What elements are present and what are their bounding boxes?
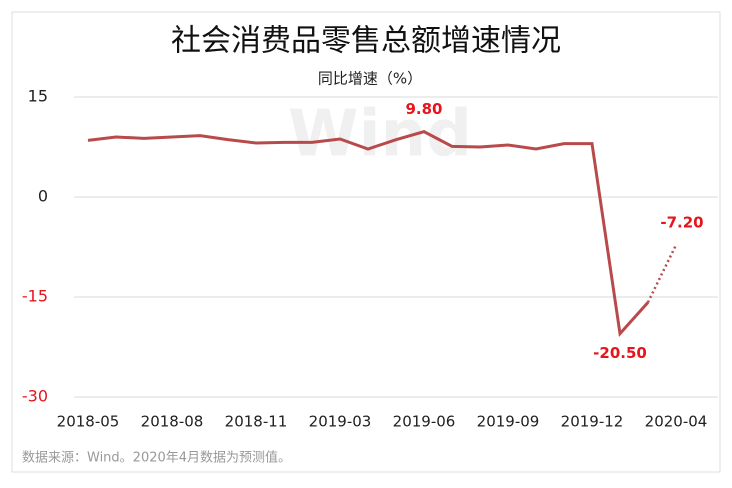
y-tick-label: 15 xyxy=(28,87,48,106)
x-tick-label: 2018-08 xyxy=(141,413,204,431)
data-label: -7.20 xyxy=(660,214,703,232)
x-tick-label: 2019-03 xyxy=(309,413,372,431)
data-label: -20.50 xyxy=(593,344,647,362)
forecast-line xyxy=(646,244,678,303)
x-tick-label: 2019-12 xyxy=(561,413,624,431)
line xyxy=(87,130,650,338)
chart-subtitle: 同比增速（%） xyxy=(318,70,422,88)
data-label: 9.80 xyxy=(405,100,442,118)
x-tick-label: 2018-11 xyxy=(225,413,288,431)
x-tick-label: 2018-05 xyxy=(57,413,120,431)
y-tick-label: -30 xyxy=(22,387,48,406)
x-tick-label: 2019-09 xyxy=(477,413,540,431)
frame xyxy=(11,11,721,473)
chart-title: 社会消费品零售总额增速情况 xyxy=(171,24,561,59)
x-tick-label: 2020-04 xyxy=(645,413,708,431)
x-tick-label: 2019-06 xyxy=(393,413,456,431)
y-tick-label: -15 xyxy=(22,287,48,306)
watermark: Wind xyxy=(288,98,472,172)
y-tick-label: 0 xyxy=(38,187,48,206)
source-note: 数据来源：Wind。2020年4月数据为预测值。 xyxy=(22,450,291,466)
